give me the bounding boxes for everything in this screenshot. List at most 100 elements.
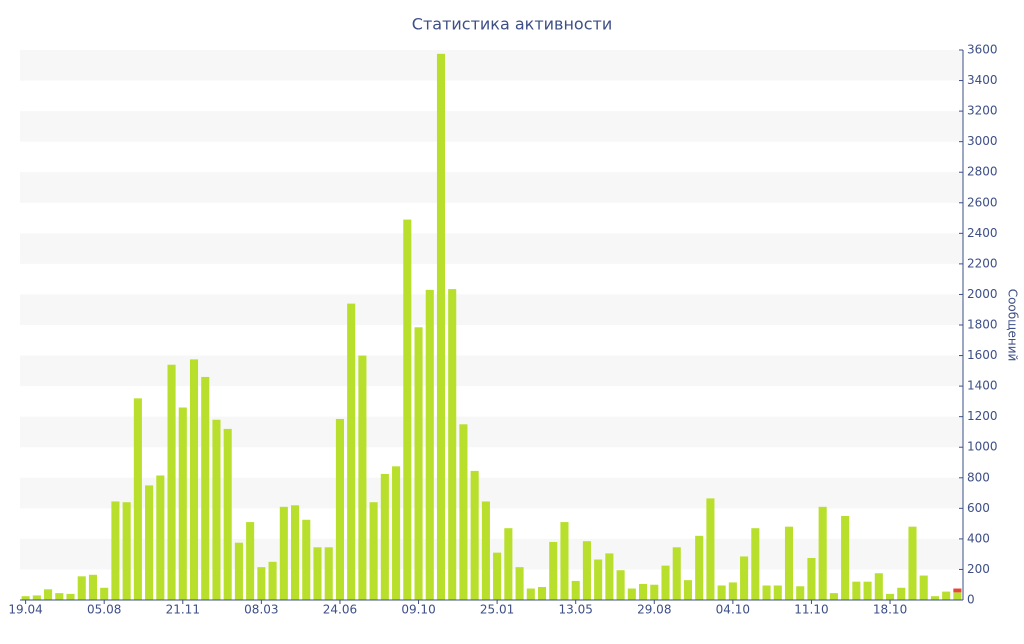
bar: [706, 498, 715, 600]
y-tick-label: 1200: [967, 409, 998, 423]
bar: [448, 289, 457, 600]
grid-band: [20, 111, 963, 142]
bar: [44, 589, 53, 600]
bar: [930, 596, 939, 600]
bar: [650, 584, 659, 600]
y-tick-label: 0: [967, 593, 975, 607]
x-tick-label: 29.08: [637, 603, 671, 617]
bar: [627, 588, 636, 600]
x-tick-label: 19.04: [8, 603, 42, 617]
bar: [223, 428, 232, 600]
bar: [201, 376, 210, 600]
y-tick-label: 600: [967, 501, 990, 515]
y-tick-label: 2400: [967, 226, 998, 240]
bar: [582, 541, 591, 600]
bar: [302, 519, 311, 600]
bar: [347, 303, 356, 600]
bar: [919, 575, 928, 600]
bar: [358, 355, 367, 600]
bar: [605, 553, 614, 600]
bar: [672, 547, 681, 600]
x-tick-label: 08.03: [244, 603, 278, 617]
bar: [762, 585, 771, 600]
bar: [493, 552, 502, 600]
bar: [470, 470, 479, 600]
bar: [234, 542, 243, 600]
bar: [279, 506, 288, 600]
bar: [21, 596, 30, 600]
y-tick-label: 800: [967, 470, 990, 484]
grid-band: [20, 172, 963, 203]
bar: [66, 593, 75, 600]
bar: [784, 526, 794, 600]
x-tick-label: 18.10: [873, 603, 907, 617]
bar: [32, 595, 41, 600]
bar: [942, 591, 951, 600]
bar: [414, 327, 423, 600]
bar: [178, 407, 187, 600]
bar: [773, 585, 782, 600]
bar: [683, 580, 692, 600]
bar: [403, 219, 412, 601]
bar: [145, 485, 154, 600]
bar: [571, 580, 580, 600]
y-tick-label: 200: [967, 562, 990, 576]
grid-band: [20, 355, 963, 387]
bar: [313, 547, 322, 600]
y-tick-label: 2000: [967, 287, 998, 301]
x-tick-label: 24.06: [323, 603, 357, 617]
grid-band: [20, 538, 963, 570]
y-tick-label: 1000: [967, 440, 998, 454]
bar: [335, 418, 344, 600]
bar: [291, 505, 300, 600]
bar: [549, 541, 558, 600]
bar: [88, 574, 98, 600]
y-tick-label: 2600: [967, 195, 998, 209]
x-tick-label: 13.05: [559, 603, 593, 617]
chart-title: Статистика активности: [412, 15, 612, 34]
y-tick-label: 1400: [967, 379, 998, 393]
bar: [257, 567, 266, 600]
bar: [515, 567, 524, 600]
bar: [526, 588, 535, 600]
bar: [133, 398, 142, 600]
x-tick-label: 05.08: [87, 603, 121, 617]
bar: [436, 53, 446, 600]
bar: [459, 424, 468, 600]
bar: [55, 593, 64, 600]
bar: [156, 475, 165, 600]
x-tick-label: 04.10: [716, 603, 750, 617]
bar: [425, 289, 434, 600]
bar: [537, 587, 547, 600]
bar: [717, 585, 726, 600]
y-axis-label: Сообщений: [1006, 289, 1020, 362]
bar: [246, 522, 255, 600]
bar: [897, 587, 906, 600]
bar: [111, 501, 120, 600]
bar: [796, 586, 805, 600]
x-tick-label: 25.01: [480, 603, 514, 617]
bar: [639, 583, 648, 600]
grid-band: [20, 50, 963, 81]
bar: [268, 561, 277, 600]
bar: [212, 419, 221, 600]
bar: [594, 559, 603, 600]
bar: [369, 502, 378, 600]
x-tick-label: 21.11: [166, 603, 200, 617]
grid-band: [20, 294, 963, 325]
bar: [616, 570, 625, 600]
bar: [661, 565, 670, 600]
grid-band: [20, 416, 963, 448]
y-tick-label: 3600: [967, 43, 998, 57]
y-tick-label: 1800: [967, 318, 998, 332]
x-tick-label: 11.10: [794, 603, 828, 617]
y-tick-label: 400: [967, 531, 990, 545]
bar: [100, 587, 109, 600]
bar: [695, 535, 704, 600]
bar: [740, 556, 749, 600]
grid-band: [20, 233, 963, 264]
grid-band: [20, 477, 963, 509]
bars: [21, 53, 962, 601]
bar: [953, 588, 962, 593]
y-tick-label: 3400: [967, 73, 998, 87]
